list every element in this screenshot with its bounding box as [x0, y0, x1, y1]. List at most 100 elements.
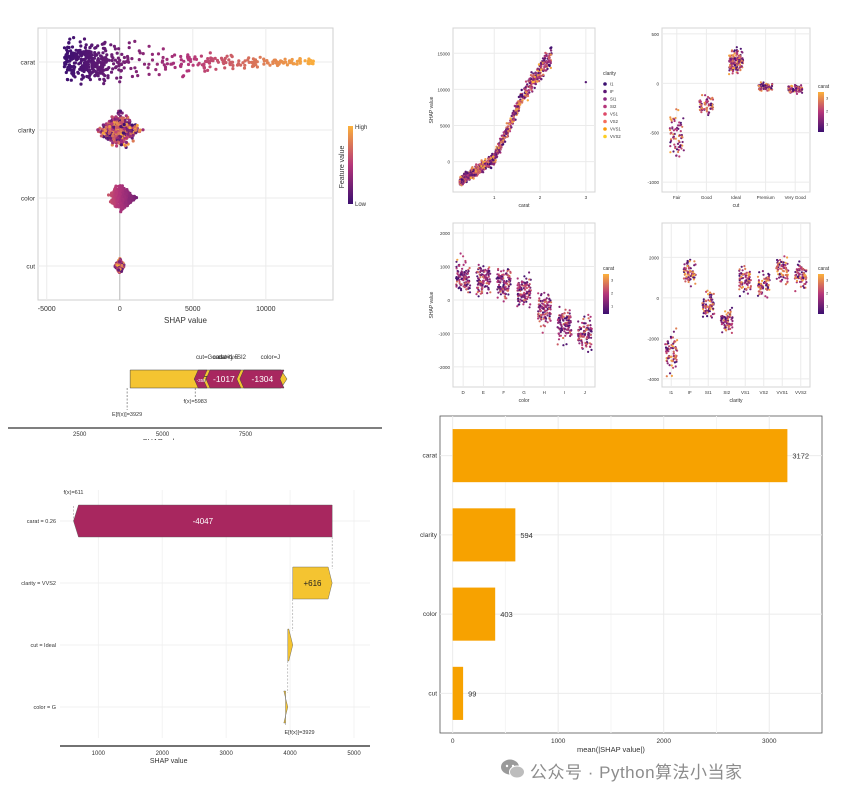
- y-tick-label: carat = 0.26: [27, 519, 56, 525]
- scatter-point: [669, 138, 673, 141]
- swarm-point: [161, 59, 165, 63]
- scatter-point: [522, 303, 525, 306]
- scatter-point: [703, 108, 706, 111]
- swarm-point: [90, 59, 94, 63]
- scatter-point: [749, 288, 752, 291]
- scatter-point: [720, 321, 723, 324]
- swarm-point: [303, 59, 307, 63]
- scatter-point: [503, 136, 506, 139]
- scatter-point: [706, 315, 709, 318]
- legend-tick: 3: [611, 278, 614, 283]
- scatter-point: [729, 308, 732, 312]
- scatter-point: [538, 71, 541, 75]
- scatter-point: [469, 176, 473, 179]
- scatter-point: [467, 276, 470, 279]
- scatter-point: [478, 163, 482, 166]
- swarm-point: [119, 62, 123, 66]
- scatter-point: [516, 284, 519, 287]
- scatter-point: [529, 86, 532, 89]
- scatter-point: [541, 57, 545, 60]
- scatter-point: [589, 333, 592, 336]
- scatter-point: [520, 299, 524, 302]
- scatter-point: [502, 269, 505, 272]
- scatter-point: [672, 354, 675, 358]
- swarm-point: [128, 134, 132, 138]
- scatter-point: [547, 301, 550, 304]
- scatter-point: [526, 92, 529, 95]
- x-axis-label: clarity: [729, 398, 743, 404]
- swarm-point: [243, 63, 247, 67]
- scatter-point: [526, 94, 530, 98]
- scatter-point: [464, 180, 467, 183]
- scatter-point: [549, 304, 552, 307]
- scatter-point: [486, 285, 489, 288]
- y-tick-label: color: [21, 196, 36, 203]
- scatter-point: [539, 62, 543, 65]
- swarm-point: [141, 52, 145, 56]
- scatter-point: [761, 270, 764, 273]
- scatter-point: [587, 324, 590, 327]
- scatter-point: [510, 114, 513, 118]
- scatter-point: [533, 75, 536, 78]
- scatter-point: [706, 106, 709, 109]
- scatter-point: [525, 286, 528, 290]
- scatter-point: [748, 276, 751, 279]
- scatter-point: [786, 277, 789, 280]
- scatter-point: [557, 321, 560, 324]
- swarm-point: [127, 46, 131, 50]
- scatter-point: [786, 256, 789, 259]
- scatter-point: [455, 265, 458, 268]
- scatter-point: [747, 286, 750, 289]
- swarm-point: [170, 54, 174, 59]
- scatter-point: [460, 178, 463, 181]
- scatter-point: [795, 92, 799, 95]
- swarm-point: [200, 63, 204, 67]
- scatter-point: [728, 69, 731, 72]
- scatter-point: [539, 68, 543, 72]
- swarm-point: [74, 56, 78, 60]
- swarm-point: [112, 125, 116, 129]
- swarm-point: [205, 60, 209, 64]
- swarm-point: [122, 127, 126, 131]
- scatter-point: [522, 284, 525, 287]
- scatter-point: [557, 338, 561, 341]
- swarm-point: [117, 268, 121, 272]
- scatter-point: [545, 304, 548, 307]
- scatter-point: [758, 290, 761, 293]
- swarm-point: [79, 65, 83, 69]
- swarm-point: [265, 59, 269, 63]
- scatter-point: [559, 322, 562, 325]
- scatter-point: [458, 180, 462, 184]
- swarm-point: [118, 260, 122, 264]
- scatter-point: [799, 90, 802, 93]
- scatter-point: [794, 274, 797, 277]
- scatter-point: [546, 311, 549, 314]
- scatter-point: [677, 150, 680, 154]
- y-tick-label: 0: [656, 296, 659, 301]
- swarm-point: [67, 59, 72, 63]
- x-tick-label: 2: [539, 195, 542, 200]
- scatter-point: [518, 285, 522, 288]
- scatter-point: [735, 68, 738, 71]
- scatter-point: [764, 84, 767, 87]
- scatter-point: [525, 283, 529, 286]
- scatter-point: [667, 350, 670, 353]
- swarm-point: [157, 73, 161, 77]
- scatter-point: [731, 70, 735, 73]
- swarm-point: [191, 63, 195, 67]
- swarm-point: [118, 187, 122, 192]
- scatter-point: [477, 295, 480, 298]
- swarm-point: [268, 63, 272, 67]
- scatter-point: [673, 143, 676, 146]
- swarm-point: [113, 47, 117, 51]
- x-tick-label: D: [462, 390, 466, 395]
- scatter-point: [759, 81, 762, 84]
- scatter-point: [504, 130, 508, 133]
- scatter-point: [548, 312, 551, 315]
- scatter-point: [721, 331, 724, 334]
- scatter-point: [736, 72, 739, 75]
- scatter-point: [532, 78, 535, 81]
- scatter-point: [517, 297, 520, 300]
- scatter-point: [577, 335, 580, 338]
